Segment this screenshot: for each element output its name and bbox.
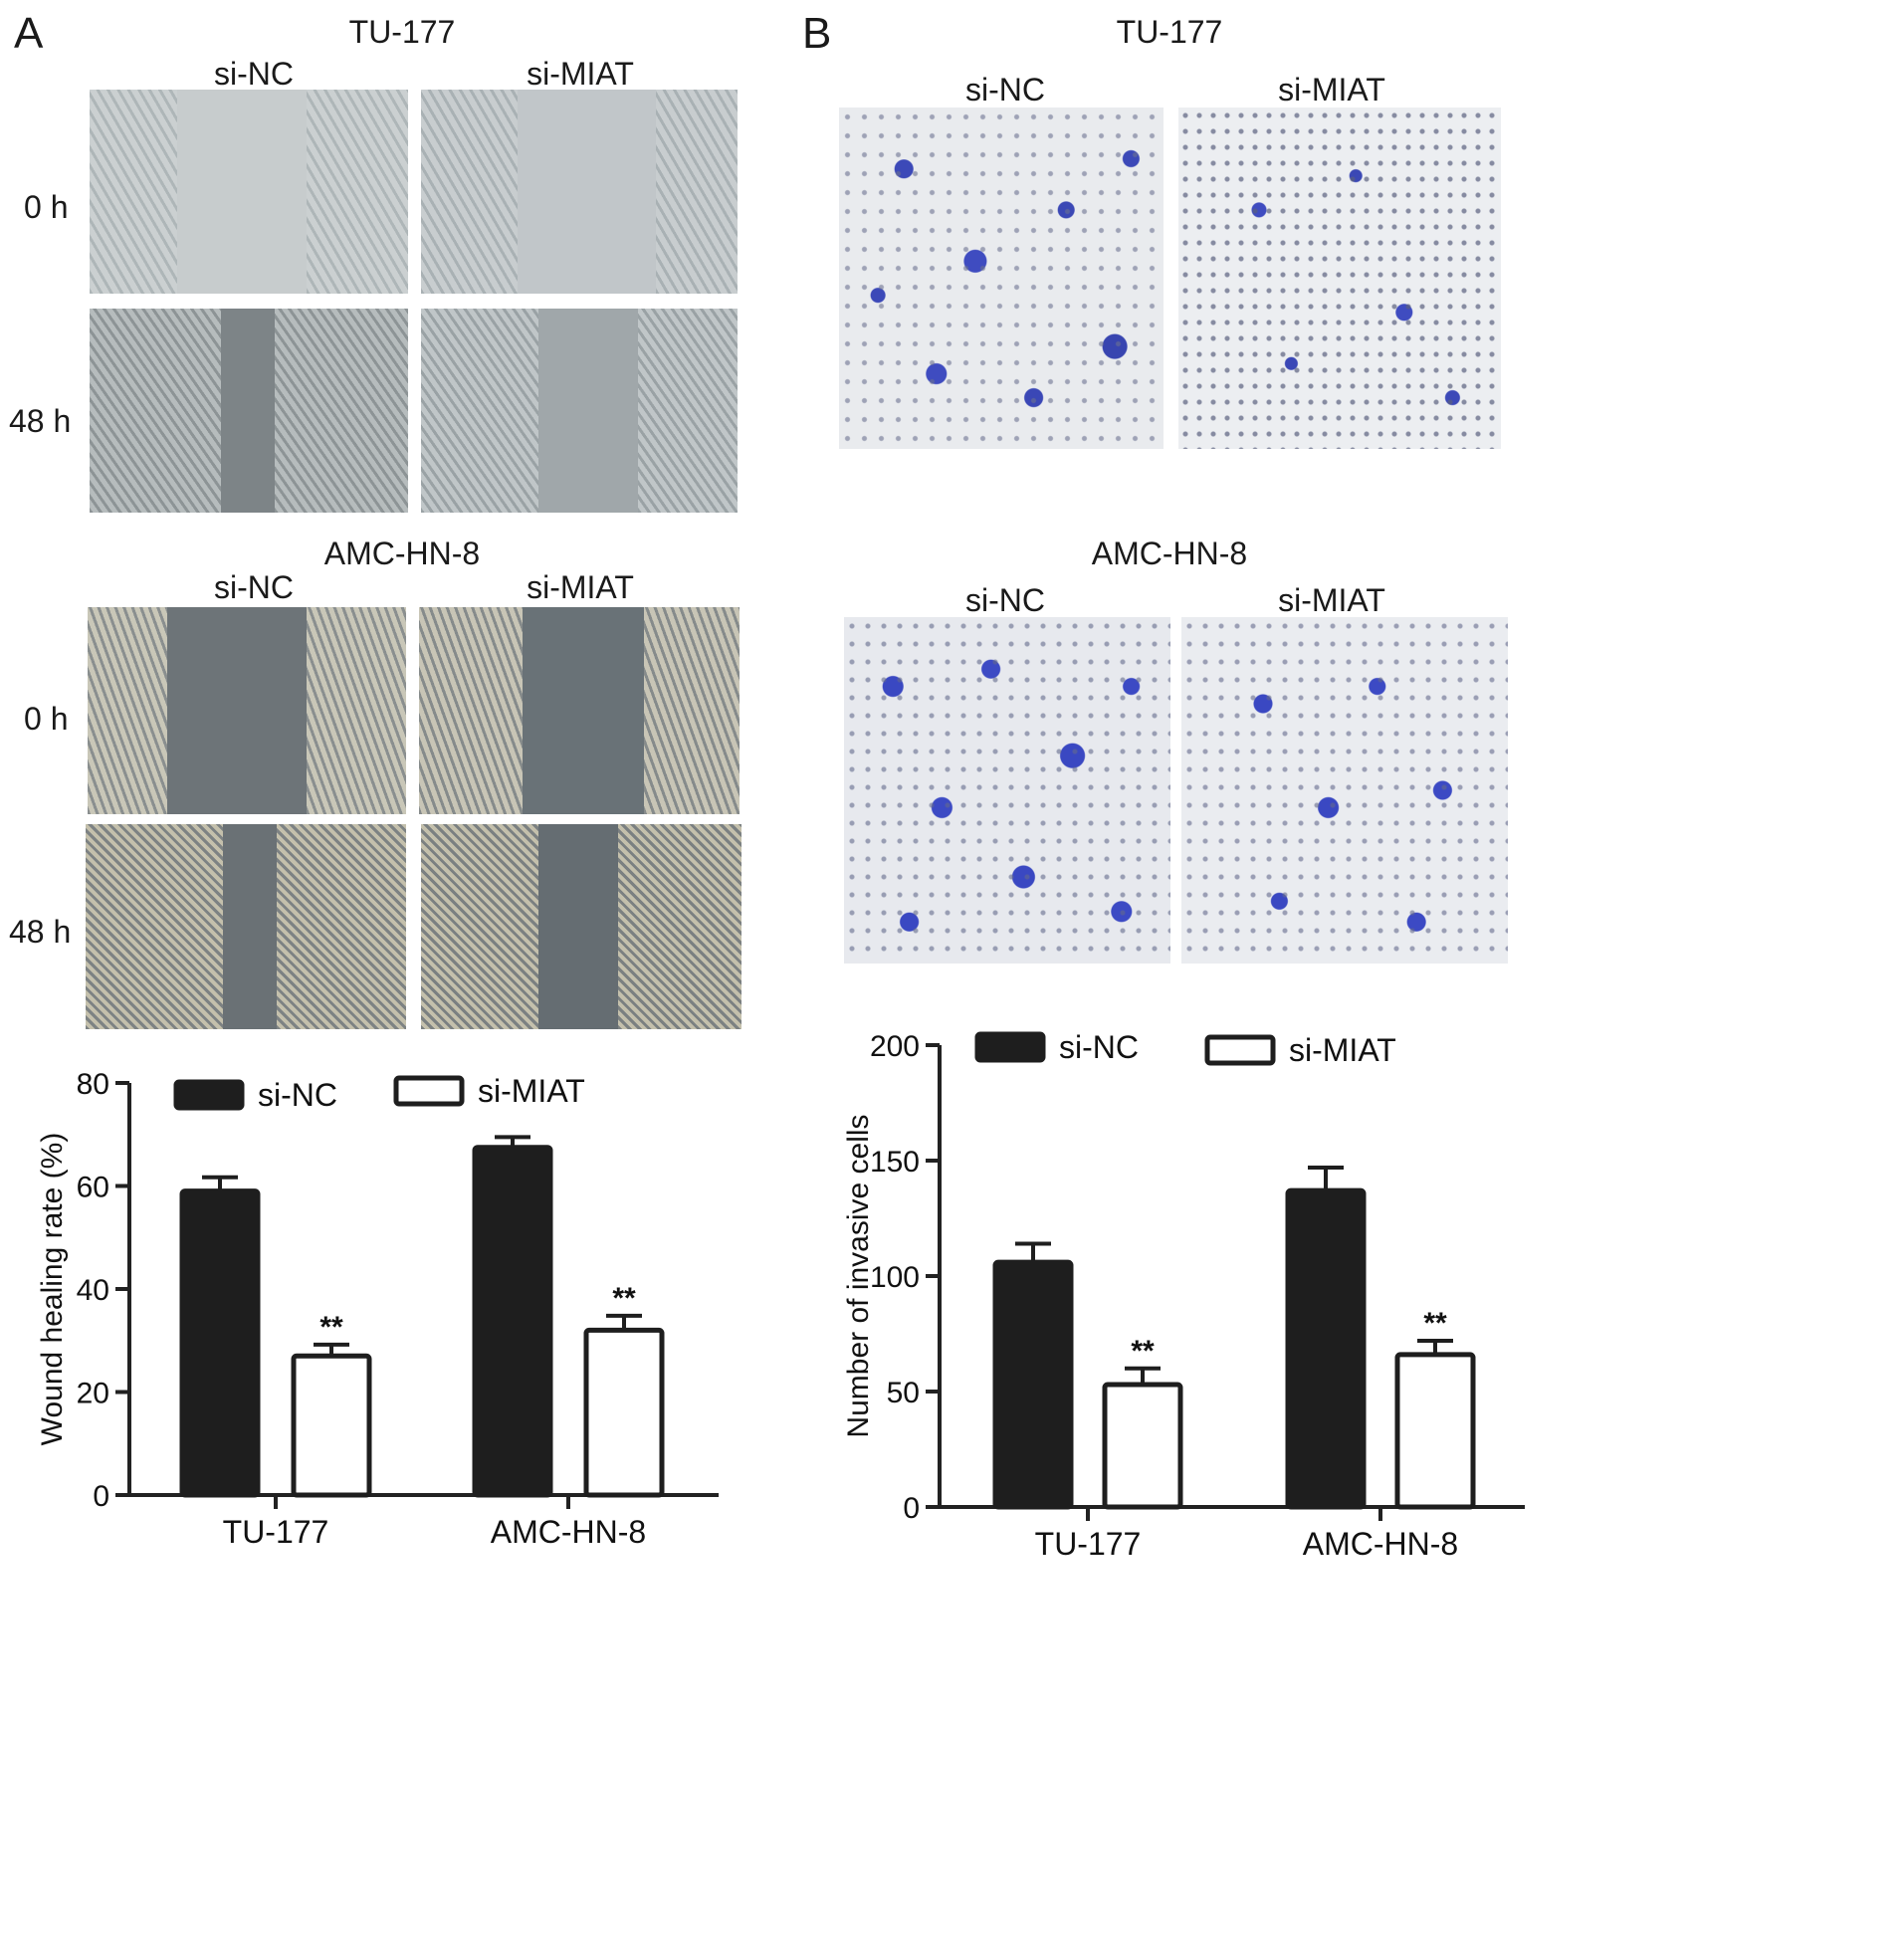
micrograph-amchn8-simiat-48h (421, 824, 741, 1029)
bar-si-MIAT-TU-177 (1102, 1382, 1183, 1510)
micrograph-b-amchn8-sinc (844, 617, 1170, 964)
panel-b-group2-title: AMC-HN-8 (1091, 536, 1248, 571)
x-tick-label: AMC-HN-8 (491, 1514, 646, 1550)
y-tick-label: 40 (77, 1274, 109, 1307)
panel-a-group1-title: TU-177 (348, 14, 456, 50)
micrograph-tu177-simiat-48h (421, 309, 738, 513)
bar-si-NC-TU-177 (992, 1259, 1074, 1510)
micrograph-amchn8-sinc-48h (86, 824, 406, 1029)
micrograph-b-tu177-simiat (1178, 107, 1501, 449)
legend-label-si-MIAT: si-MIAT (1289, 1032, 1396, 1068)
bar-si-MIAT-AMC-HN-8 (1394, 1352, 1476, 1510)
panel-a-group2-time1: 0 h (24, 701, 69, 737)
panel-a-group2-time2: 48 h (9, 914, 72, 950)
panel-b-group1-cond2: si-MIAT (1278, 72, 1385, 107)
y-tick-label: 100 (870, 1261, 920, 1294)
bar-si-NC-AMC-HN-8 (472, 1145, 553, 1498)
bar-si-MIAT-TU-177 (291, 1353, 372, 1498)
legend-label-si-NC: si-NC (1059, 1029, 1139, 1065)
panel-a-group1-cond1: si-NC (214, 56, 294, 92)
y-tick-label: 0 (903, 1492, 920, 1525)
micrograph-b-tu177-sinc (839, 107, 1164, 449)
micrograph-b-amchn8-simiat (1181, 617, 1508, 964)
micrograph-tu177-sinc-48h (90, 309, 408, 513)
panel-b-group1-title: TU-177 (1116, 14, 1223, 50)
y-tick-label: 80 (77, 1068, 109, 1101)
significance-mark: ** (612, 1282, 636, 1315)
legend-label-si-NC: si-NC (258, 1077, 337, 1113)
panel-b-group1-cond1: si-NC (965, 72, 1045, 107)
panel-a-group2-title: AMC-HN-8 (323, 536, 481, 571)
panel-b-group2-cond1: si-NC (965, 582, 1045, 618)
y-axis-label: Wound healing rate (%) (36, 1133, 69, 1446)
significance-mark: ** (1423, 1307, 1447, 1340)
y-tick-label: 20 (77, 1378, 109, 1410)
significance-mark: ** (1131, 1335, 1155, 1368)
x-tick-label: AMC-HN-8 (1303, 1526, 1458, 1562)
x-tick-label: TU-177 (1035, 1526, 1142, 1562)
panel-a-group1-time2: 48 h (9, 403, 72, 439)
chart-invasive-cells: 0 50 100 150 200 Number of invasive cells ** TU… (842, 1029, 1525, 1562)
significance-mark: ** (319, 1311, 343, 1344)
y-axis-label: Number of invasive cells (842, 1114, 875, 1437)
micrograph-amchn8-simiat-0h (419, 607, 740, 814)
panel-a-group2-cond1: si-NC (214, 569, 294, 605)
panel-b-letter: B (802, 9, 832, 58)
panel-a-group1-time1: 0 h (24, 189, 69, 225)
legend-swatch-si-NC (173, 1079, 245, 1111)
bar-si-MIAT-AMC-HN-8 (583, 1327, 665, 1498)
legend-swatch-si-MIAT (393, 1075, 465, 1107)
x-tick-label: TU-177 (223, 1514, 329, 1550)
y-tick-label: 50 (887, 1377, 920, 1409)
panel-a-group1-cond2: si-MIAT (527, 56, 634, 92)
micrograph-tu177-sinc-0h (90, 90, 408, 294)
y-tick-label: 0 (93, 1480, 109, 1513)
legend-swatch-si-NC (974, 1031, 1046, 1063)
micrograph-amchn8-sinc-0h (88, 607, 406, 814)
panel-a-letter: A (14, 9, 44, 58)
y-tick-label: 200 (870, 1030, 920, 1063)
bar-si-NC-TU-177 (179, 1188, 261, 1498)
y-tick-label: 60 (77, 1172, 109, 1204)
panel-b-group2-cond2: si-MIAT (1278, 582, 1385, 618)
bar-si-NC-AMC-HN-8 (1285, 1187, 1367, 1510)
y-tick-label: 150 (870, 1146, 920, 1179)
panel-a-group2-cond2: si-MIAT (527, 569, 634, 605)
micrograph-tu177-simiat-0h (421, 90, 738, 294)
legend-label-si-MIAT: si-MIAT (478, 1073, 585, 1109)
legend-swatch-si-MIAT (1204, 1034, 1276, 1066)
